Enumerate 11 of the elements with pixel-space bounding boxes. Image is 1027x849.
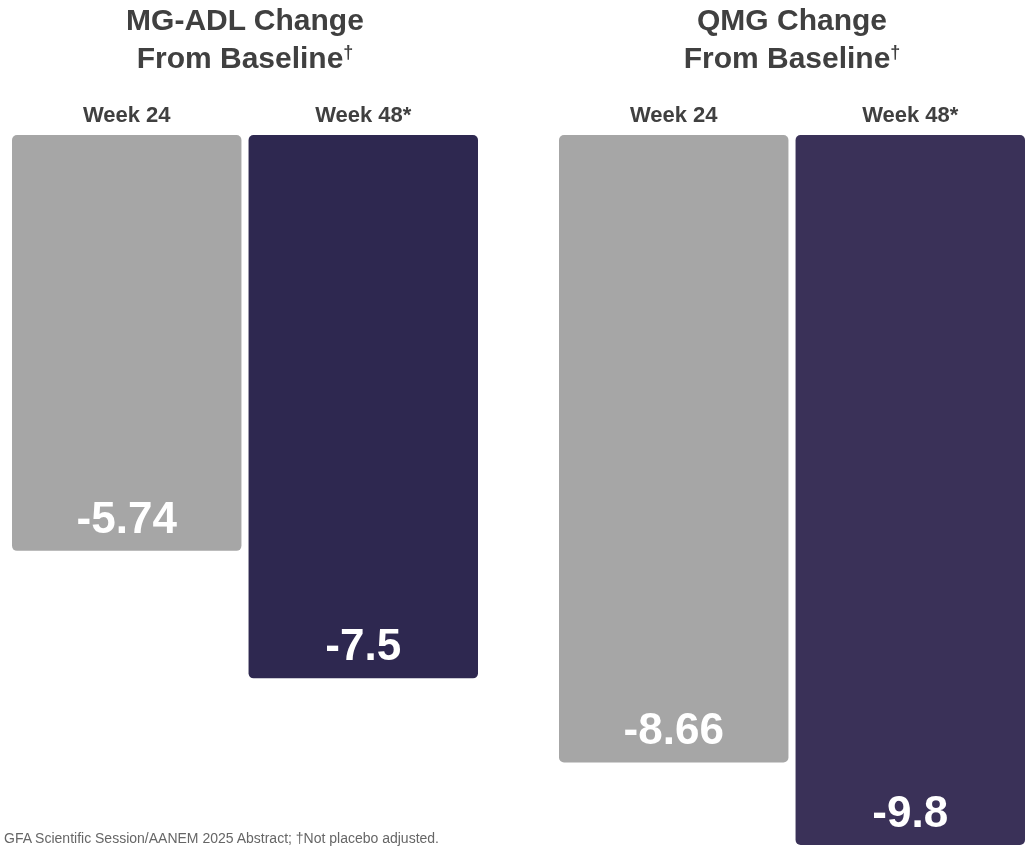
data-label: -9.8 xyxy=(872,787,949,836)
data-label: -5.74 xyxy=(76,492,178,542)
x-tick-label: Week 24 xyxy=(629,102,719,127)
text: GFA Scientific Session/AANEM 2025 Abstract; †Not placebo adjusted. xyxy=(4,830,440,846)
chart-title: QMG Change From Baseline$^{†}$ xyxy=(683,3,901,74)
chart-title: MG-ADL Change From Baseline$^{†}$ xyxy=(126,3,364,74)
data-label: -7.5 xyxy=(325,620,402,670)
x-tick-label: Week 48* xyxy=(862,102,959,127)
data-label: -8.66 xyxy=(623,704,724,754)
x-tick-label: Week 48* xyxy=(315,102,412,127)
x-tick-label: Week 24 xyxy=(82,102,172,127)
